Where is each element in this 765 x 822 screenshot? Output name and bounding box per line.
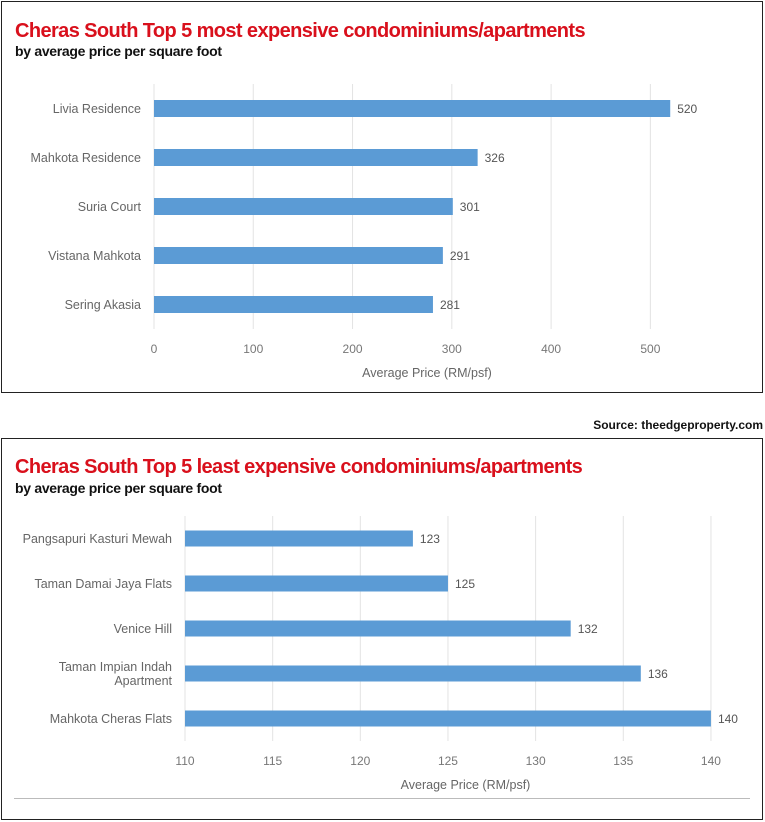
x-tick-label: 110: [175, 754, 194, 768]
data-label: 326: [485, 151, 505, 165]
x-tick-label: 120: [350, 754, 370, 768]
chart-panel-bottom: Cheras South Top 5 least expensive condo…: [1, 438, 763, 820]
data-label: 291: [450, 249, 470, 263]
category-label: Mahkota Residence: [31, 151, 142, 165]
bar: [185, 710, 711, 727]
x-tick-label: 0: [151, 342, 158, 356]
category-label-line: Mahkota Cheras Flats: [50, 712, 172, 726]
category-label-line: Mahkota Residence: [31, 151, 142, 165]
category-label: Taman Damai Jaya Flats: [34, 577, 172, 591]
x-tick-label: 140: [701, 754, 721, 768]
bar: [185, 530, 413, 547]
chart-title: Cheras South Top 5 most expensive condom…: [15, 20, 586, 42]
x-axis-label: Average Price (RM/psf): [362, 366, 492, 380]
category-label-line: Venice Hill: [114, 622, 172, 636]
category-label: Suria Court: [78, 200, 142, 214]
bar: [154, 296, 433, 313]
bar: [154, 100, 671, 117]
category-label-line: Apartment: [114, 674, 172, 688]
category-label-line: Pangsapuri Kasturi Mewah: [23, 532, 172, 546]
footer-divider: [14, 798, 750, 799]
data-label: 140: [718, 712, 738, 726]
chart-title: Cheras South Top 5 least expensive condo…: [15, 456, 583, 478]
x-tick-label: 300: [442, 342, 462, 356]
x-tick-label: 135: [613, 754, 633, 768]
category-label: Venice Hill: [114, 622, 172, 636]
category-label: Pangsapuri Kasturi Mewah: [23, 532, 172, 546]
chart-subtitle: by average price per square foot: [15, 43, 222, 59]
data-label: 123: [420, 532, 440, 546]
category-label-line: Vistana Mahkota: [48, 249, 141, 263]
data-label: 520: [677, 102, 697, 116]
category-label-line: Sering Akasia: [65, 298, 141, 312]
x-tick-label: 125: [438, 754, 458, 768]
category-label: Sering Akasia: [65, 298, 141, 312]
data-label: 136: [648, 667, 668, 681]
category-label: Vistana Mahkota: [48, 249, 141, 263]
x-tick-label: 200: [343, 342, 363, 356]
category-label-line: Taman Damai Jaya Flats: [34, 577, 172, 591]
category-label-line: Taman Impian Indah: [59, 660, 172, 674]
bar: [185, 575, 448, 592]
data-label: 125: [455, 577, 475, 591]
bar: [185, 665, 641, 682]
bar-chart-least-expensive: 110 115 120 125 130 135 140 123 Pangsapuri Kastu…: [23, 516, 738, 792]
x-axis-label: Average Price (RM/psf): [401, 778, 531, 792]
x-tick-label: 130: [526, 754, 546, 768]
x-tick-label: 400: [541, 342, 561, 356]
bar-chart-most-expensive: 0 100 200 300 400 500 520 Livia Residence 326 Mah…: [31, 84, 698, 380]
x-tick-label: 100: [243, 342, 263, 356]
bar: [154, 247, 443, 264]
bar: [154, 149, 478, 166]
chart-subtitle: by average price per square foot: [15, 480, 222, 496]
source-credit: Source: theedgeproperty.com: [593, 418, 763, 432]
data-label: 132: [578, 622, 598, 636]
bar: [154, 198, 453, 215]
category-label: Taman Impian Indah Apartment: [59, 660, 173, 688]
x-tick-label: 115: [263, 754, 282, 768]
data-label: 281: [440, 298, 460, 312]
bar: [185, 620, 571, 637]
data-label: 301: [460, 200, 480, 214]
category-label-line: Livia Residence: [53, 102, 141, 116]
chart-panel-top: Cheras South Top 5 most expensive condom…: [1, 1, 763, 393]
category-label: Livia Residence: [53, 102, 141, 116]
category-label: Mahkota Cheras Flats: [50, 712, 172, 726]
x-tick-label: 500: [640, 342, 660, 356]
category-label-line: Suria Court: [78, 200, 142, 214]
